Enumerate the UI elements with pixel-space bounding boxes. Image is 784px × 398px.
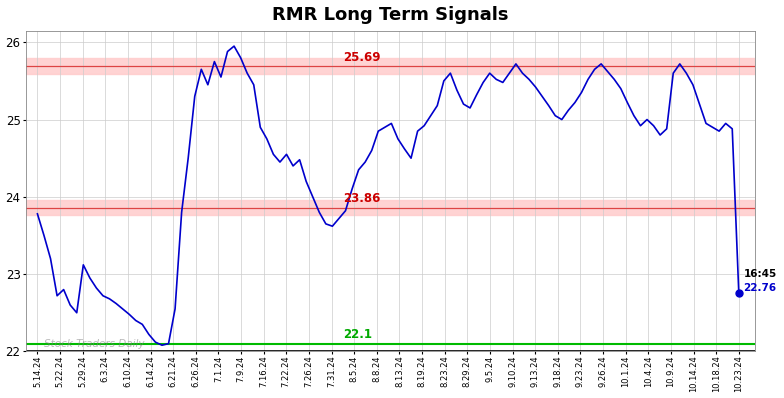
Text: 23.86: 23.86 [343,192,380,205]
Bar [26,200,755,215]
Text: 22.1: 22.1 [343,328,372,341]
Text: Stock Traders Daily: Stock Traders Daily [44,339,145,349]
Bar [26,59,755,74]
Text: 22.76: 22.76 [743,283,776,293]
Text: 16:45: 16:45 [743,269,777,279]
Title: RMR Long Term Signals: RMR Long Term Signals [272,6,509,23]
Text: 25.69: 25.69 [343,51,380,64]
